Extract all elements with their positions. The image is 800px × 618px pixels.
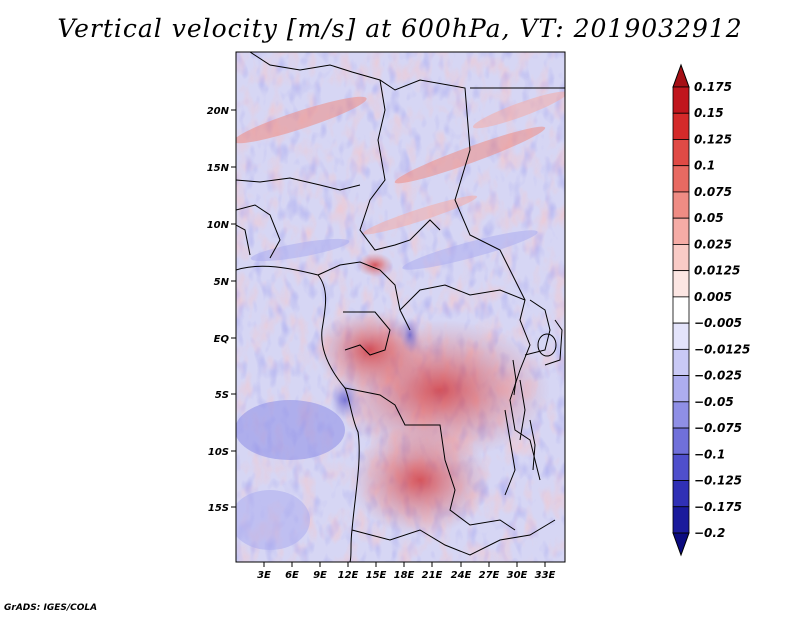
colorbar-segment bbox=[672, 270, 690, 298]
colorbar-segment bbox=[672, 453, 690, 481]
colorbar-segment bbox=[672, 112, 690, 140]
lon-label: 21E bbox=[422, 570, 443, 581]
colorbar-label: −0.0125 bbox=[694, 342, 750, 356]
colorbar-label: −0.005 bbox=[694, 316, 742, 330]
colorbar-label: −0.075 bbox=[694, 421, 742, 435]
lon-label: 12E bbox=[338, 570, 359, 581]
lon-labels: 3E 6E 9E 12E 15E 18E 21E 24E 27E 30E 33E bbox=[257, 570, 555, 581]
colorbar-segment bbox=[672, 217, 690, 245]
colorbar-label: 0.075 bbox=[694, 185, 732, 199]
colorbar-segment bbox=[672, 139, 690, 167]
lon-label: 27E bbox=[479, 570, 500, 581]
colorbar-label: 0.025 bbox=[694, 237, 732, 251]
map-panel bbox=[236, 52, 565, 562]
colorbar-label: −0.125 bbox=[694, 474, 742, 488]
colorbar-segment bbox=[672, 191, 690, 219]
colorbar-label: −0.2 bbox=[694, 526, 725, 540]
colorbar-segment bbox=[672, 322, 690, 350]
colorbar-segment bbox=[672, 401, 690, 429]
lon-label: 3E bbox=[257, 570, 271, 581]
lon-label: 24E bbox=[451, 570, 472, 581]
map-frame bbox=[235, 51, 566, 563]
colorbar-segment bbox=[672, 506, 690, 534]
colorbar-min-arrow bbox=[672, 532, 690, 557]
lat-ticks bbox=[231, 109, 236, 508]
colorbar-segment bbox=[672, 244, 690, 272]
colorbar-label: −0.05 bbox=[694, 395, 734, 409]
colorbar-label: 0.005 bbox=[694, 290, 732, 304]
colorbar-label: −0.025 bbox=[694, 369, 742, 383]
colorbar-label: 0.175 bbox=[694, 80, 732, 94]
colorbar-label: −0.1 bbox=[694, 447, 725, 461]
lon-label: 33E bbox=[535, 570, 556, 581]
colorbar-max-arrow bbox=[672, 63, 690, 88]
footer-credit: GrADS: IGES/COLA bbox=[4, 603, 98, 613]
field-bands bbox=[236, 91, 565, 550]
lat-labels: 20N 15N 10N 5N EQ 5S 10S 15S bbox=[207, 106, 230, 514]
map-title: Vertical velocity [m/s] at 600hPa, VT: 2… bbox=[57, 14, 743, 43]
colorbar-label: 0.1 bbox=[694, 159, 715, 173]
lat-label: 5S bbox=[215, 390, 229, 401]
colorbar-segment bbox=[672, 165, 690, 193]
lat-label: 5N bbox=[214, 277, 230, 288]
lakes bbox=[512, 333, 557, 471]
lat-label: 15S bbox=[208, 503, 229, 514]
lon-ticks bbox=[263, 562, 546, 567]
lat-label: 20N bbox=[207, 106, 230, 117]
lon-label: 6E bbox=[285, 570, 299, 581]
colorbar-label: 0.05 bbox=[694, 211, 724, 225]
lat-label: 10N bbox=[207, 220, 230, 231]
lon-label: 18E bbox=[394, 570, 415, 581]
colorbar-segment bbox=[672, 480, 690, 508]
colorbar-label: 0.125 bbox=[694, 132, 732, 146]
convective-zone bbox=[315, 253, 550, 535]
lon-label: 9E bbox=[313, 570, 327, 581]
coastlines-borders bbox=[236, 52, 565, 562]
colorbar-segment bbox=[672, 86, 690, 114]
colorbar-segment bbox=[672, 375, 690, 403]
colorbar-label: −0.175 bbox=[694, 500, 742, 514]
colorbar-segment bbox=[672, 296, 690, 324]
lon-label: 15E bbox=[366, 570, 387, 581]
lat-label: EQ bbox=[214, 334, 230, 345]
colorbar: 0.175 0.15 0.125 0.1 0.075 0.05 0.025 0.0125 0.0… bbox=[672, 63, 750, 557]
colorbar-segment bbox=[672, 427, 690, 455]
colorbar-label: 0.15 bbox=[694, 106, 724, 120]
lon-label: 30E bbox=[507, 570, 528, 581]
colorbar-label: 0.0125 bbox=[694, 264, 740, 278]
lat-label: 15N bbox=[207, 163, 230, 174]
colorbar-segment bbox=[672, 348, 690, 376]
lat-label: 10S bbox=[208, 447, 229, 458]
